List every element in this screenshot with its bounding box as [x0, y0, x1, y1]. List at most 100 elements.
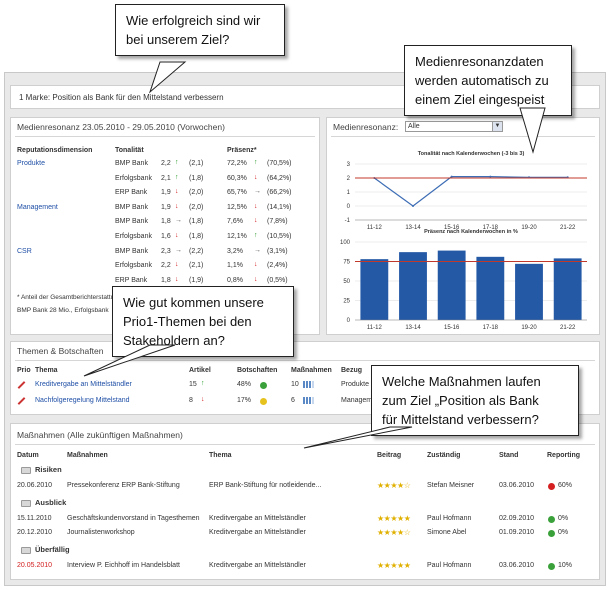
artikel-count: 8	[189, 397, 193, 404]
tonalitaet-value: 2,2	[161, 262, 171, 270]
dimension-link[interactable]: Produkte	[17, 160, 46, 167]
trend-arrow-icon: ↓	[254, 261, 258, 269]
y-tick-label: 0	[347, 318, 351, 324]
praesenz-value: 72,2%	[227, 160, 247, 167]
praesenz-previous: (70,5%)	[267, 160, 292, 167]
group-header[interactable]: Risiken	[21, 465, 62, 477]
bank-name: ERP Bank	[115, 276, 148, 284]
callout-massnahmen: Welche Maßnahmen laufen zum Ziel „Positi…	[371, 365, 579, 436]
trend-arrow-icon: ↑	[201, 380, 205, 387]
header-praesenz: Präsenz*	[227, 147, 257, 154]
trend-arrow-icon: →	[175, 217, 182, 225]
filter-select[interactable]: Alle ▼	[405, 121, 503, 132]
massnahme-title: Interview P. Eichhoff im Handelsblatt	[67, 562, 180, 569]
bank-name: ERP Bank	[115, 189, 148, 197]
bank-name: Erfolgsbank	[115, 174, 152, 182]
x-tick-label: 17-18	[483, 225, 499, 231]
praesenz-value: 1,1%	[227, 262, 243, 270]
trend-arrow-icon: ↓	[254, 173, 258, 181]
tonalitaet-value: 1,8	[161, 276, 171, 284]
x-tick-label: 19-20	[521, 325, 537, 331]
group-header[interactable]: Ausblick	[21, 498, 66, 510]
x-tick-label: 15-16	[444, 325, 460, 331]
reporting-value: 10%	[558, 562, 573, 569]
datum-value: 20.06.2010	[17, 482, 53, 489]
y-tick-label: 50	[343, 279, 350, 285]
tonalitaet-previous: (1,9)	[189, 276, 204, 284]
header-artikel: Artikel	[189, 367, 211, 374]
header-botschaften: Botschaften	[237, 367, 278, 374]
stand-value: 01.09.2010	[499, 529, 535, 536]
progress-bars-icon	[303, 381, 315, 388]
zustaendig-value: Stefan Meisner	[427, 482, 475, 489]
themen-title: Themen & Botschaften	[17, 346, 104, 356]
bank-name: BMP Bank	[115, 247, 148, 255]
bar	[399, 252, 427, 320]
datum-value: 20.12.2010	[17, 529, 53, 536]
dimension-link[interactable]: CSR	[17, 247, 32, 255]
massnahme-title: Geschäftskundenvorstand in Tagesthemen	[67, 515, 200, 522]
medienresonanz-title: Medienresonanz 23.05.2010 - 29.05.2010 (…	[17, 122, 225, 132]
praesenz-value: 3,2%	[227, 247, 243, 255]
dimension-link[interactable]: Management	[17, 203, 58, 211]
praesenz-previous: (14,1%)	[267, 203, 292, 211]
tonalitaet-previous: (1,8)	[189, 174, 204, 182]
status-dot	[260, 398, 267, 405]
tonalitaet-previous: (2,1)	[189, 160, 204, 167]
reporting-value: 0%	[558, 515, 569, 522]
chevron-down-icon[interactable]: ▼	[492, 122, 502, 131]
praesenz-value: 60,3%	[227, 174, 247, 182]
bar	[437, 250, 466, 320]
reporting-value: 60%	[558, 482, 573, 489]
data-point	[450, 175, 453, 178]
medienresonanz-charts: Tonalität nach Kalenderwochen (-3 bis 3)…	[340, 151, 587, 331]
tonalitaet-previous: (1,8)	[189, 218, 204, 226]
reporting-status-dot	[548, 563, 555, 570]
pencil-icon[interactable]	[17, 381, 26, 389]
header-datum: Datum	[17, 452, 39, 459]
progress-bars-icon	[303, 397, 315, 404]
header-prio: Prio	[17, 367, 31, 374]
callout-medienresonanz: Medienresonanzdaten werden automatisch z…	[404, 45, 572, 116]
praesenz-previous: (10,5%)	[267, 233, 292, 240]
thema-value: Kreditvergabe an Mittelständler	[209, 515, 306, 522]
trend-arrow-icon: ↓	[175, 188, 179, 196]
x-tick-label: 21-22	[560, 325, 576, 331]
y-tick-label: 25	[343, 299, 350, 305]
tonalitaet-value: 2,1	[161, 174, 171, 182]
bar	[553, 258, 582, 320]
y-tick-label: 1	[347, 190, 351, 196]
pencil-icon[interactable]	[17, 397, 26, 405]
header-reporting: Reporting	[547, 452, 581, 459]
data-point	[412, 205, 414, 207]
trend-arrow-icon: ↓	[175, 232, 179, 239]
reporting-status-dot	[548, 530, 555, 537]
trend-arrow-icon: ↑	[254, 232, 258, 239]
header-beitrag: Beitrag	[377, 452, 402, 459]
header-massnahmen: Maßnahmen	[291, 367, 332, 374]
thema-link[interactable]: Nachfolgeregelung Mittelstand	[35, 397, 130, 404]
praesenz-value: 12,1%	[227, 233, 247, 240]
goal-text: 1 Marke: Position als Bank für den Mitte…	[19, 93, 224, 102]
rating-stars-icon: ★★★★★	[377, 561, 411, 570]
group-header[interactable]: Überfällig	[21, 545, 70, 557]
praesenz-previous: (64,2%)	[267, 174, 292, 182]
trend-arrow-icon: ↑	[175, 173, 179, 181]
series-line	[373, 175, 568, 207]
massnahmen-count: 10	[291, 381, 299, 388]
zustaendig-value: Simone Abel	[427, 529, 467, 536]
callout-prio: Wie gut kommen unsere Prio1-Themen bei d…	[112, 286, 294, 357]
thema-value: Kreditvergabe an Mittelständler	[209, 562, 306, 569]
thema-link[interactable]: Kreditvergabe an Mittelständler	[35, 381, 132, 388]
botschaften-value: 17%	[237, 397, 252, 404]
group-name: Ausblick	[35, 498, 67, 507]
stand-value: 03.06.2010	[499, 562, 535, 569]
x-tick-label: 19-20	[521, 225, 537, 231]
massnahme-title: Journalistenworkshop	[67, 529, 135, 536]
folder-icon	[21, 466, 31, 474]
medienresonanz-chart-title: Medienresonanz:	[333, 122, 399, 132]
bank-name: Erfolgsbank	[115, 233, 152, 240]
thema-value: Kreditvergabe an Mittelständler	[209, 529, 306, 536]
stand-value: 02.09.2010	[499, 515, 535, 522]
praesenz-previous: (3,1%)	[267, 247, 288, 255]
